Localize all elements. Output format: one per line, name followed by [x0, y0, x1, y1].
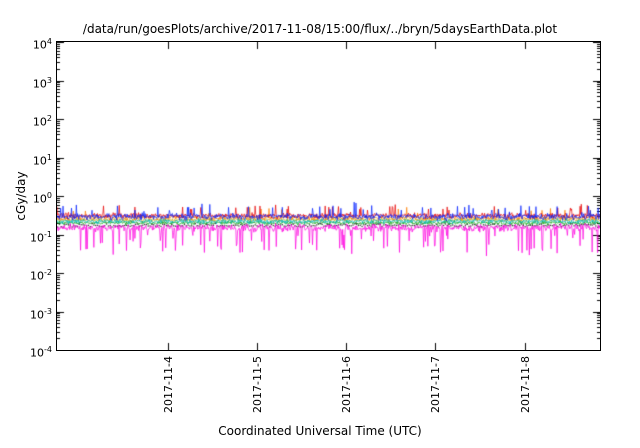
chart-canvas — [56, 41, 601, 351]
y-tick-label: 10-2 — [30, 268, 52, 283]
plot-title: /data/run/goesPlots/archive/2017-11-08/1… — [82, 22, 558, 36]
x-tick-label: 2017-11-6 — [340, 356, 354, 413]
x-tick-label: 2017-11-4 — [162, 356, 176, 413]
x-tick-label: 2017-11-7 — [429, 356, 443, 413]
y-tick-label: 10-1 — [30, 229, 52, 245]
x-tick-label: 2017-11-8 — [518, 356, 532, 413]
plot-area — [56, 41, 601, 351]
y-tick-label: 104 — [32, 37, 52, 52]
y-tick-label: 102 — [32, 114, 52, 129]
y-tick-label: 100 — [32, 191, 52, 206]
y-tick-label: 10-3 — [30, 306, 52, 322]
x-tick-label: 2017-11-5 — [251, 356, 265, 413]
y-tick-label: 101 — [32, 152, 52, 168]
y-tick-label: 103 — [32, 75, 52, 91]
y-tick-label: 10-4 — [30, 345, 52, 360]
x-axis-label: Coordinated Universal Time (UTC) — [218, 424, 422, 438]
